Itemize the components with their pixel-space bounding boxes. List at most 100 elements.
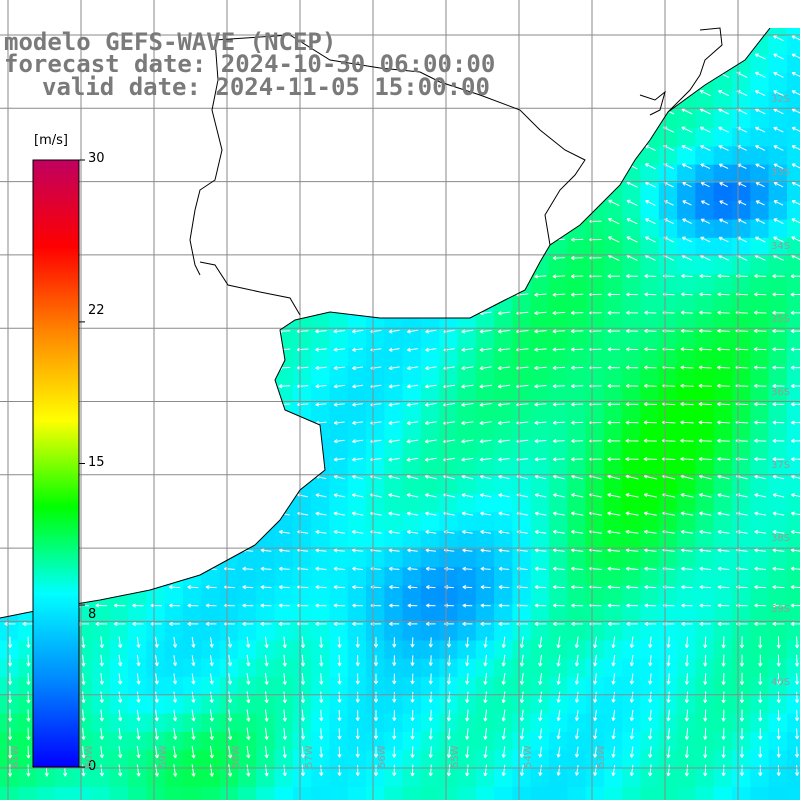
wind-arrow: [480, 566, 491, 571]
wind-arrow: [574, 654, 579, 667]
wind-arrow: [607, 493, 621, 498]
wind-arrow: [680, 420, 694, 425]
wind-arrow: [300, 709, 306, 722]
wind-arrow: [717, 420, 731, 425]
wind-arrow: [154, 709, 159, 722]
wind-arrow: [406, 365, 418, 371]
wind-arrow: [681, 603, 693, 608]
wind-arrow: [479, 365, 492, 371]
wind-arrow: [644, 621, 657, 627]
wind-arrow: [534, 566, 547, 571]
wind-arrow: [7, 745, 13, 759]
wind-arrow: [424, 420, 437, 426]
wind-arrow: [483, 764, 488, 777]
wind-arrow: [773, 71, 784, 78]
wind-arrow: [644, 548, 657, 553]
wind-arrow: [758, 654, 763, 667]
wind-arrow: [465, 655, 470, 667]
wind-arrow: [461, 420, 474, 426]
wind-arrow: [246, 727, 251, 740]
wind-arrow: [461, 474, 474, 480]
wind-arrow: [424, 384, 437, 389]
wind-arrow: [571, 237, 584, 242]
wind-arrow: [81, 691, 86, 704]
wind-arrow: [754, 585, 767, 590]
wind-arrow: [644, 566, 657, 571]
wind-arrow: [625, 548, 639, 553]
wind-arrow: [681, 292, 693, 297]
wind-arrow: [425, 548, 436, 553]
lat-label-34s: 34S: [771, 241, 791, 252]
wind-arrow: [680, 529, 694, 534]
wind-arrow: [556, 636, 561, 649]
wind-arrow: [172, 691, 178, 703]
wind-arrow: [570, 347, 584, 352]
wind-arrow: [501, 709, 506, 722]
wind-arrow: [648, 764, 653, 777]
wind-arrow: [626, 621, 638, 627]
wind-arrow: [446, 637, 452, 648]
wind-arrow: [227, 655, 233, 667]
wind-arrow: [698, 456, 712, 462]
wind-arrow: [556, 746, 561, 758]
wind-arrow: [700, 163, 711, 170]
wind-arrow: [534, 511, 547, 516]
wind-arrow: [462, 548, 473, 553]
wind-arrow: [648, 728, 653, 740]
wind-arrow: [498, 529, 510, 535]
wind-arrow: [191, 727, 196, 740]
wind-arrow: [428, 728, 433, 740]
wind-arrow: [136, 746, 141, 759]
wind-arrow: [699, 548, 712, 553]
wind-arrow: [556, 654, 561, 667]
wind-arrow: [794, 673, 800, 685]
wind-arrow: [373, 691, 379, 703]
wind-arrow: [389, 621, 400, 627]
wind-arrow: [625, 402, 639, 407]
wind-arrow: [406, 384, 419, 389]
wind-arrow: [754, 90, 766, 97]
wind-arrow: [373, 710, 379, 721]
wind-arrow: [172, 636, 178, 648]
wind-arrow: [790, 292, 800, 297]
wind-arrow: [754, 71, 766, 78]
wind-arrow: [388, 548, 400, 553]
wind-arrow: [626, 603, 639, 608]
wind-arrow: [392, 691, 397, 703]
wind-arrow: [407, 585, 418, 590]
wind-arrow: [721, 636, 726, 649]
wind-arrow: [717, 474, 730, 480]
wind-arrow: [264, 764, 269, 777]
wind-arrow: [279, 548, 290, 553]
wind-arrow: [794, 728, 800, 740]
wind-arrow: [611, 636, 616, 649]
wind-arrow: [300, 728, 306, 740]
wind-arrow: [315, 511, 327, 516]
wind-arrow: [772, 365, 785, 370]
wind-arrow: [717, 603, 730, 608]
wind-arrow: [465, 764, 470, 777]
wind-arrow: [717, 456, 730, 462]
wind-arrow: [758, 636, 763, 649]
wind-arrow: [246, 745, 251, 759]
wind-arrow: [315, 585, 327, 590]
wind-arrow: [337, 654, 342, 667]
wind-arrow: [698, 365, 712, 370]
wind-arrow: [772, 347, 785, 352]
wind-arrow: [644, 328, 657, 334]
wind-arrow: [132, 603, 144, 608]
lat-label-39s: 39S: [771, 604, 791, 615]
wind-arrow: [790, 529, 800, 535]
wind-arrow: [168, 585, 181, 590]
wind-arrow: [333, 347, 345, 352]
wind-arrow: [552, 585, 565, 590]
wind-arrow: [154, 764, 159, 777]
wind-arrow: [643, 402, 657, 407]
lat-label-40s: 40S: [771, 677, 791, 688]
wind-arrow: [333, 493, 345, 498]
wind-arrow: [392, 673, 397, 685]
wind-arrow: [388, 402, 400, 407]
wind-arrow: [721, 746, 726, 758]
wind-arrow: [81, 673, 86, 685]
wind-arrow: [700, 218, 710, 224]
